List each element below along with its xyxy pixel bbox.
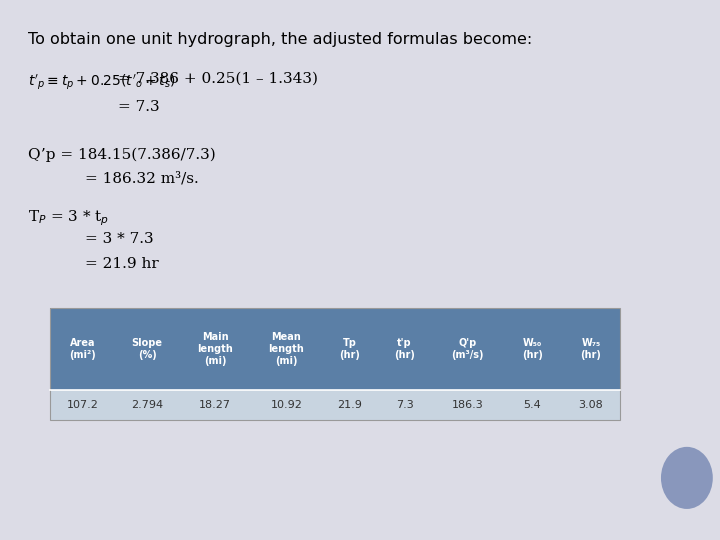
Text: = 21.9 hr: = 21.9 hr bbox=[85, 257, 158, 271]
Text: 21.9: 21.9 bbox=[337, 400, 362, 410]
Text: 5.4: 5.4 bbox=[523, 400, 541, 410]
Text: = 7.3: = 7.3 bbox=[118, 100, 160, 114]
FancyBboxPatch shape bbox=[50, 308, 620, 390]
Text: = 186.32 m³/s.: = 186.32 m³/s. bbox=[85, 172, 199, 186]
Text: Slope
(%): Slope (%) bbox=[132, 338, 163, 360]
Text: Mean
length
(mi): Mean length (mi) bbox=[269, 333, 305, 366]
Text: 2.794: 2.794 bbox=[131, 400, 163, 410]
Text: Q'p
(m³/s): Q'p (m³/s) bbox=[451, 338, 484, 360]
Text: T$_P$ = 3 * t$_p$: T$_P$ = 3 * t$_p$ bbox=[28, 208, 109, 227]
Text: 10.92: 10.92 bbox=[271, 400, 302, 410]
Text: 186.3: 186.3 bbox=[452, 400, 484, 410]
Text: t'p
(hr): t'p (hr) bbox=[394, 338, 415, 360]
Ellipse shape bbox=[661, 447, 713, 509]
Text: Area
(mi²): Area (mi²) bbox=[69, 338, 96, 360]
Text: 3.08: 3.08 bbox=[578, 400, 603, 410]
Text: To obtain one unit hydrograph, the adjusted formulas become:: To obtain one unit hydrograph, the adjus… bbox=[28, 32, 532, 47]
Text: = 7.386 + 0.25(1 – 1.343): = 7.386 + 0.25(1 – 1.343) bbox=[118, 72, 318, 86]
Text: $t'_p \equiv t_p+0.25(t'_o+t_s)$: $t'_p \equiv t_p+0.25(t'_o+t_s)$ bbox=[28, 72, 176, 91]
Text: W₇₅
(hr): W₇₅ (hr) bbox=[580, 338, 601, 360]
Text: Tp
(hr): Tp (hr) bbox=[339, 338, 360, 360]
Text: Main
length
(mi): Main length (mi) bbox=[197, 333, 233, 366]
Text: 18.27: 18.27 bbox=[199, 400, 231, 410]
Text: 7.3: 7.3 bbox=[396, 400, 413, 410]
Text: 107.2: 107.2 bbox=[66, 400, 99, 410]
FancyBboxPatch shape bbox=[50, 390, 620, 420]
Text: Q’p = 184.15(7.386/7.3): Q’p = 184.15(7.386/7.3) bbox=[28, 148, 216, 163]
Text: = 3 * 7.3: = 3 * 7.3 bbox=[85, 232, 153, 246]
Text: W₅₀
(hr): W₅₀ (hr) bbox=[522, 338, 543, 360]
